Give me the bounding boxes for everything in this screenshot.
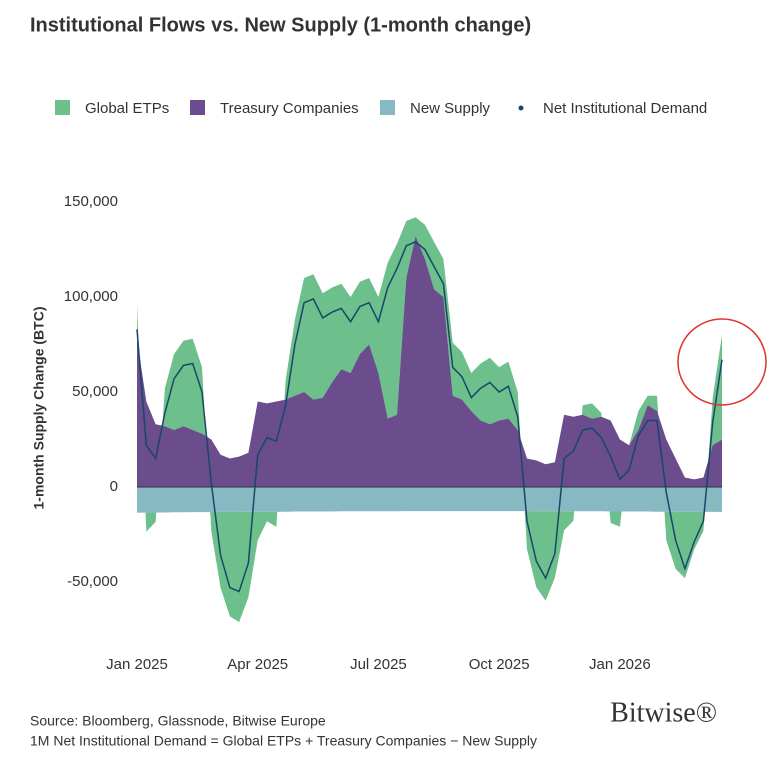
area — [137, 236, 722, 487]
legend-marker — [55, 100, 70, 115]
chart-title: Institutional Flows vs. New Supply (1-mo… — [30, 14, 531, 36]
legend-item: New Supply — [380, 100, 491, 117]
legend-marker — [380, 100, 395, 115]
y-tick-label: -50,000 — [67, 573, 118, 590]
x-tick-label: Oct 2025 — [469, 656, 530, 673]
formula-note: 1M Net Institutional Demand = Global ETP… — [30, 733, 537, 749]
legend-item: Treasury Companies — [190, 100, 359, 117]
highlight-circle — [677, 318, 767, 406]
x-tick-label: Jan 2025 — [106, 656, 168, 673]
y-tick-label: 50,000 — [72, 383, 118, 400]
y-tick-label: 150,000 — [64, 193, 118, 210]
line — [136, 241, 723, 593]
legend-marker — [518, 105, 524, 111]
y-tick-label: 100,000 — [64, 288, 118, 305]
legend-label: Global ETPs — [85, 100, 169, 117]
source-note: Source: Bloomberg, Glassnode, Bitwise Eu… — [30, 713, 326, 729]
plot-area: -50,000 0 50,000 100,000 150,000 Jan 2025 Apr … — [64, 193, 723, 673]
legend-marker — [190, 100, 205, 115]
y-axis-title: 1-month Supply Change (BTC) — [31, 307, 47, 510]
x-tick-label: Jul 2025 — [350, 656, 407, 673]
y-tick-label: 0 — [110, 478, 118, 495]
area — [137, 487, 722, 513]
logo: Bitwise® — [610, 697, 717, 728]
legend-label: New Supply — [410, 100, 491, 117]
legend-item: Global ETPs — [55, 100, 169, 117]
legend-label: Treasury Companies — [220, 100, 359, 117]
x-tick-label: Jan 2026 — [589, 656, 651, 673]
legend-item: Net Institutional Demand — [518, 100, 707, 117]
legend-label: Net Institutional Demand — [543, 100, 707, 117]
x-tick-label: Apr 2025 — [227, 656, 288, 673]
